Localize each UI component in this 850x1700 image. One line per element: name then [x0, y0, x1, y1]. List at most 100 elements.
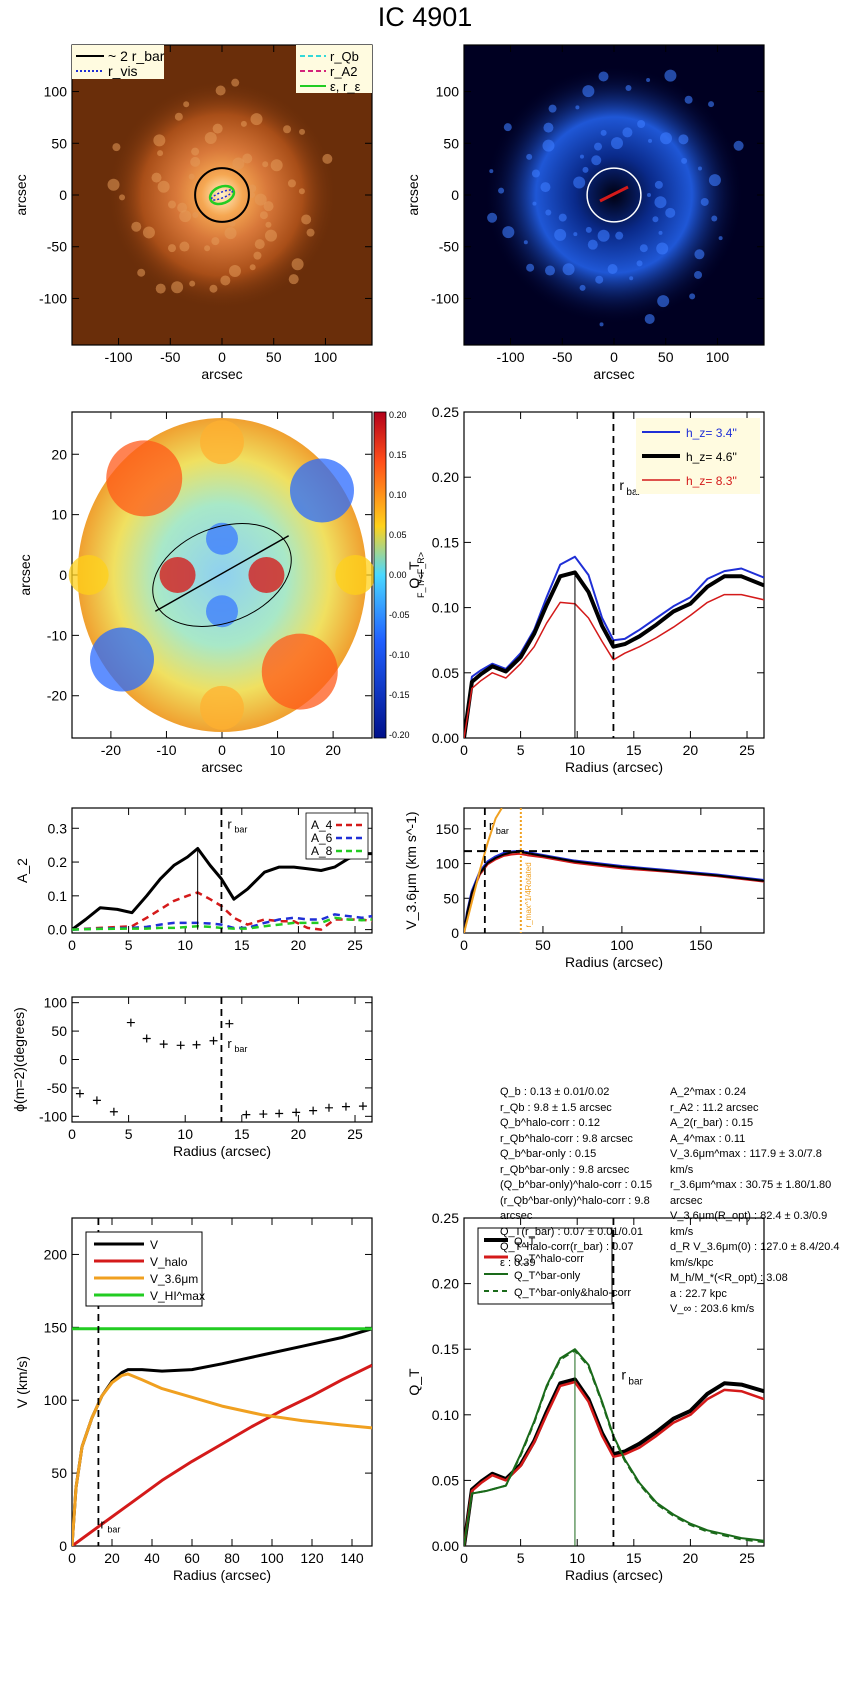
rbar-label-sub: bar	[626, 487, 641, 498]
colorbar-tick-label: 0.20	[389, 410, 407, 420]
x-axis-label: arcsec	[593, 366, 634, 382]
galaxy-knot	[131, 221, 142, 232]
parameter-line: (Q_b^bar-only)^halo-corr : 0.15	[500, 1179, 653, 1191]
y-tick-label: 0.15	[432, 1341, 459, 1357]
galaxy-knot	[189, 280, 196, 287]
x-tick-label: 0	[218, 742, 226, 758]
legend-label: Q_T^bar-only&halo-corr	[514, 1287, 631, 1299]
p9-axes: 0 20 40 60 80 100 120 140 0 50 100 150 200 Radius (ar…	[14, 1217, 373, 1583]
y-tick-label: 150	[436, 821, 460, 837]
galaxy-knot	[212, 123, 223, 134]
bar-ellipse	[152, 523, 292, 627]
x-tick-label: 5	[517, 1550, 525, 1566]
rbar-label-sub: bar	[234, 1044, 247, 1054]
x-tick-label: 20	[291, 937, 307, 953]
x-axis-label: Radius (arcsec)	[565, 1567, 663, 1583]
rbar-label: r	[489, 818, 494, 833]
y-tick-label: 50	[51, 1023, 67, 1039]
torque-blob	[248, 557, 285, 593]
galaxy-knot	[585, 226, 592, 233]
torque-blob	[200, 420, 244, 465]
x-tick-label: 40	[144, 1550, 160, 1566]
rbar-label: r	[227, 816, 232, 831]
colorbar-tick-label: 0.05	[389, 530, 407, 540]
y-tick-label: 0	[451, 925, 459, 941]
x-tick-label: 15	[626, 742, 642, 758]
scatter-point	[142, 1034, 151, 1043]
y-tick-label: 100	[436, 856, 460, 872]
p7-points	[75, 1018, 367, 1119]
galaxy-knot	[562, 263, 575, 276]
galaxy-knot	[558, 213, 567, 222]
galaxy-knot	[684, 95, 693, 104]
galaxy-knot	[177, 202, 188, 213]
colorbar-tick-label: -0.15	[389, 690, 410, 700]
galaxy-knot	[503, 123, 512, 132]
bar-line	[154, 535, 290, 612]
x-tick-label: 0	[218, 349, 226, 365]
parameters-right-column: A_2^max : 0.24 r_A2 : 11.2 arcsec A_2(r_ba…	[670, 1085, 845, 1318]
x-tick-label: -100	[105, 349, 133, 365]
series-line	[464, 808, 503, 933]
series-line	[464, 849, 764, 933]
parameter-line: M_h/M_*(<R_opt) : 3.08	[670, 1272, 788, 1284]
galaxy-knot	[119, 194, 126, 201]
x-tick-label: 0	[68, 937, 76, 953]
parameter-line: V_∞ : 203.6 km/s	[670, 1303, 755, 1315]
scatter-point	[259, 1110, 268, 1119]
colorbar-tick-label: 0.10	[389, 490, 407, 500]
galaxy-knot	[615, 231, 624, 240]
scatter-point	[75, 1089, 84, 1098]
colorbar-label: F_T/<F_R>	[416, 552, 426, 598]
galaxy-knot	[654, 180, 663, 189]
x-tick-label: 10	[177, 937, 193, 953]
galaxy-knot	[664, 69, 677, 82]
galaxy-knot	[587, 239, 598, 250]
rbar-label-sub: bar	[234, 824, 247, 834]
legend-box	[72, 45, 164, 79]
torque-blob	[68, 555, 109, 595]
galaxy-knot	[647, 193, 651, 197]
x-tick-label: 0	[460, 742, 468, 758]
y-tick-label: 0.25	[432, 1210, 459, 1226]
y-tick-label: 50	[51, 1465, 67, 1481]
y-tick-label: 0	[59, 1538, 67, 1554]
x-tick-label: -10	[156, 742, 176, 758]
y-tick-label: 0.10	[432, 1407, 459, 1423]
galaxy-knot	[657, 295, 670, 308]
y-tick-label: -50	[47, 239, 67, 255]
x-tick-label: 120	[300, 1550, 324, 1566]
y-tick-label: 0	[59, 187, 67, 203]
x-tick-label: 20	[683, 742, 699, 758]
x-tick-label: 10	[270, 742, 286, 758]
galaxy-knot	[179, 210, 192, 223]
legend-label: Q_T^bar-only	[514, 1270, 581, 1282]
galaxy-knot	[254, 193, 267, 206]
y-axis-label: Q_T	[406, 561, 422, 589]
galaxy-knot	[211, 237, 220, 246]
y-tick-label: 50	[443, 890, 459, 906]
galaxy-knot	[599, 322, 604, 327]
galaxy-knot	[288, 274, 299, 285]
galaxy-knot	[248, 184, 257, 193]
legend-label: Q_T	[514, 1236, 536, 1248]
x-tick-label: 10	[569, 1550, 585, 1566]
galaxy-knot	[654, 196, 667, 209]
epsilon-ellipse	[208, 184, 236, 206]
galaxy-knot	[554, 228, 567, 241]
parameter-line: r_Qb : 9.8 ± 1.5 arcsec	[500, 1101, 612, 1114]
legend-label: r_Qb	[330, 49, 359, 64]
galaxy-knot	[689, 293, 696, 300]
galaxy-knot	[306, 228, 315, 237]
x-tick-label: 0	[460, 937, 468, 953]
galaxy-knot	[157, 150, 164, 157]
y-tick-label: 0.3	[48, 820, 68, 836]
y-axis-label: Q_T	[406, 1368, 422, 1396]
galaxy-knot	[204, 132, 217, 145]
scatter-point	[309, 1106, 318, 1115]
galaxy-knot	[183, 101, 190, 108]
parameter-line: Q_b : 0.13 ± 0.01/0.02	[500, 1086, 610, 1098]
colorbar	[373, 411, 387, 739]
galaxy-knot	[622, 127, 633, 138]
